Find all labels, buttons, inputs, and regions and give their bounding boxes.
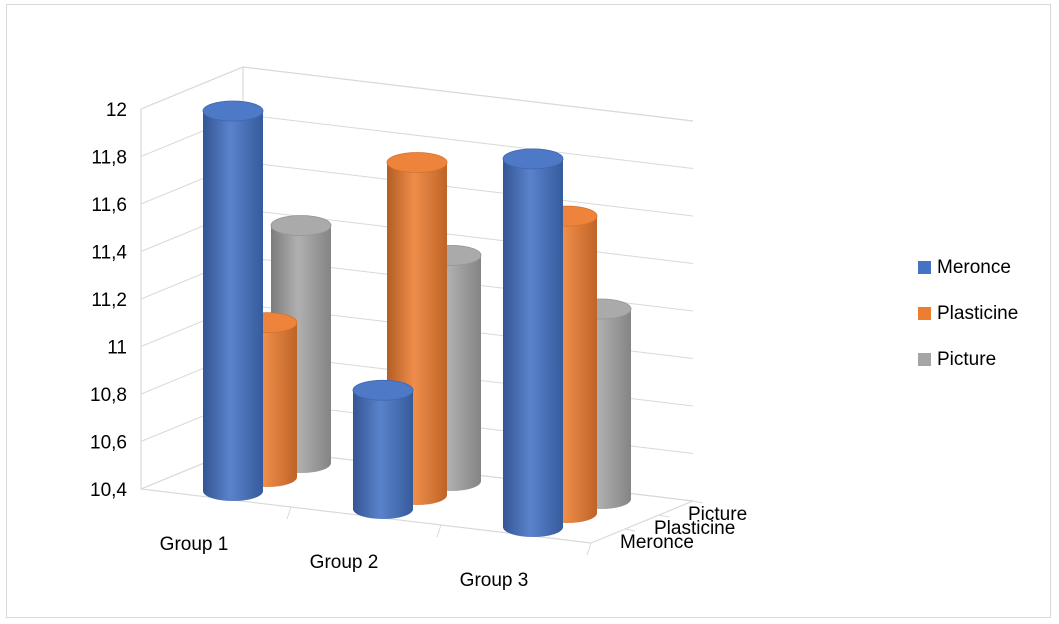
- y-tick-label: 11,6: [91, 195, 127, 216]
- bar-top: [270, 215, 332, 236]
- legend-label: Plasticine: [937, 303, 1018, 324]
- x-tick-mark: [586, 542, 592, 556]
- x-tick-label-group-2: Group 2: [310, 552, 379, 573]
- bar-body: [203, 111, 263, 501]
- legend-swatch: [918, 307, 931, 320]
- legend-swatch: [918, 353, 931, 366]
- legend-label: Picture: [937, 349, 996, 370]
- chart-frame: 12 11,8 11,6 11,4 11,2 11 10,8 10,6 10,4 Group 1…: [6, 4, 1051, 618]
- legend-label: Meronce: [937, 257, 1011, 278]
- bar-top: [202, 100, 264, 122]
- depth-tick-label-plasticine: Plasticine: [654, 518, 735, 539]
- bars-layer: [202, 100, 632, 537]
- y-tick-label: 11,2: [91, 290, 127, 311]
- bar-top: [386, 152, 448, 173]
- x-tick-label-group-1: Group 1: [160, 534, 229, 555]
- depth-tick-mark: [658, 514, 670, 518]
- x-tick-label-group-3: Group 3: [460, 570, 529, 591]
- floor-right-edge: [590, 500, 694, 544]
- bar-top: [502, 148, 564, 170]
- y-tick-label: 11,8: [91, 148, 127, 169]
- depth-tick-label-picture: Picture: [688, 504, 747, 525]
- depth-tick-mark: [624, 528, 636, 532]
- depth-tick-label-meronce: Meronce: [620, 532, 694, 553]
- y-tick-label: 10,4: [90, 480, 127, 501]
- bar-body: [503, 158, 563, 537]
- gridline: [140, 66, 694, 122]
- legend-item-picture: Picture: [918, 349, 996, 370]
- x-tick-mark: [436, 524, 442, 538]
- chart-svg: 12 11,8 11,6 11,4 11,2 11 10,8 10,6 10,4 Group 1…: [90, 66, 1018, 591]
- y-tick-label: 11: [107, 338, 127, 359]
- y-axis-tick-labels: 12 11,8 11,6 11,4 11,2 11 10,8 10,6 10,4: [90, 100, 127, 501]
- y-tick-label: 10,8: [90, 385, 127, 406]
- bar-body: [353, 390, 413, 519]
- legend: Meronce Plasticine Picture: [918, 257, 1018, 370]
- y-tick-label: 12: [106, 100, 127, 121]
- legend-item-meronce: Meronce: [918, 257, 1011, 278]
- legend-item-plasticine: Plasticine: [918, 303, 1018, 324]
- x-tick-mark: [286, 506, 292, 520]
- depth-tick-mark: [692, 500, 704, 504]
- y-tick-label: 10,6: [90, 433, 127, 454]
- legend-swatch: [918, 261, 931, 274]
- bar-top: [352, 379, 414, 401]
- bar-meronce-group-2: [352, 379, 414, 519]
- x-axis-tick-labels: Group 1 Group 2 Group 3: [160, 506, 592, 591]
- y-tick-label: 11,4: [91, 243, 127, 264]
- bar-meronce-group-3: [502, 148, 564, 537]
- bar-meronce-group-1: [202, 100, 264, 501]
